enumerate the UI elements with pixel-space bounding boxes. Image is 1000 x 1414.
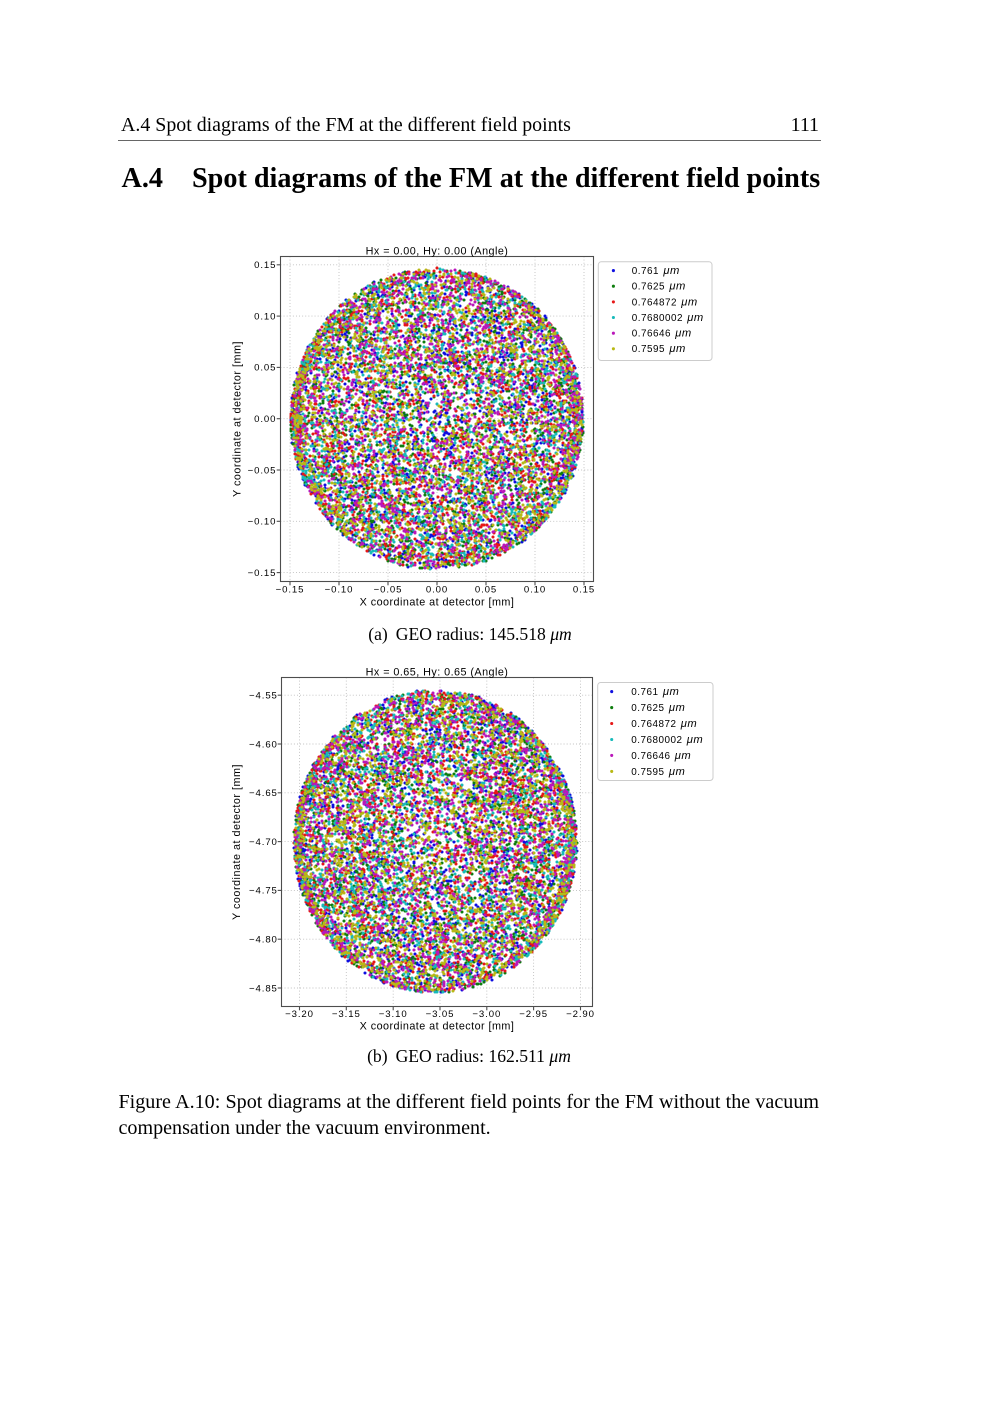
svg-text:Hx = 0.65, Hy: 0.65 (Angle): Hx = 0.65, Hy: 0.65 (Angle)	[366, 667, 509, 679]
svg-text:0.15: 0.15	[254, 260, 276, 271]
svg-text:−2.95: −2.95	[519, 1009, 548, 1020]
svg-text:−3.05: −3.05	[426, 1009, 455, 1020]
svg-text:0.10: 0.10	[254, 311, 276, 322]
svg-text:0.10: 0.10	[524, 585, 546, 596]
svg-text:−3.15: −3.15	[332, 1009, 361, 1020]
svg-text:−0.15: −0.15	[248, 568, 277, 579]
svg-text:−0.10: −0.10	[325, 585, 354, 596]
svg-text:−4.70: −4.70	[249, 837, 278, 848]
svg-text:X coordinate at detector [mm]: X coordinate at detector [mm]	[360, 597, 515, 609]
svg-text:−0.05: −0.05	[374, 585, 403, 596]
svg-text:0.00: 0.00	[426, 585, 448, 596]
svg-text:−4.55: −4.55	[249, 691, 278, 702]
svg-text:−0.10: −0.10	[248, 517, 277, 528]
svg-text:−0.15: −0.15	[276, 585, 305, 596]
svg-text:0.05: 0.05	[475, 585, 497, 596]
svg-text:Y coordinate at detector [mm]: Y coordinate at detector [mm]	[231, 764, 243, 920]
svg-text:−4.75: −4.75	[249, 886, 278, 897]
svg-text:−4.60: −4.60	[249, 739, 278, 750]
svg-text:−3.00: −3.00	[472, 1009, 501, 1020]
svg-text:−3.10: −3.10	[379, 1009, 408, 1020]
svg-text:0.00: 0.00	[254, 414, 276, 425]
svg-text:0.15: 0.15	[573, 585, 595, 596]
svg-text:Y coordinate at detector [mm]: Y coordinate at detector [mm]	[231, 341, 243, 497]
svg-text:0.05: 0.05	[254, 363, 276, 374]
svg-text:X coordinate at detector [mm]: X coordinate at detector [mm]	[360, 1020, 515, 1032]
svg-text:−0.05: −0.05	[248, 465, 277, 476]
svg-text:−4.80: −4.80	[249, 935, 278, 946]
svg-text:Hx = 0.00, Hy: 0.00 (Angle): Hx = 0.00, Hy: 0.00 (Angle)	[366, 245, 509, 257]
svg-text:−4.65: −4.65	[249, 788, 278, 799]
svg-text:−3.20: −3.20	[285, 1009, 314, 1020]
svg-text:−4.85: −4.85	[249, 983, 278, 994]
svg-text:−2.90: −2.90	[566, 1009, 595, 1020]
